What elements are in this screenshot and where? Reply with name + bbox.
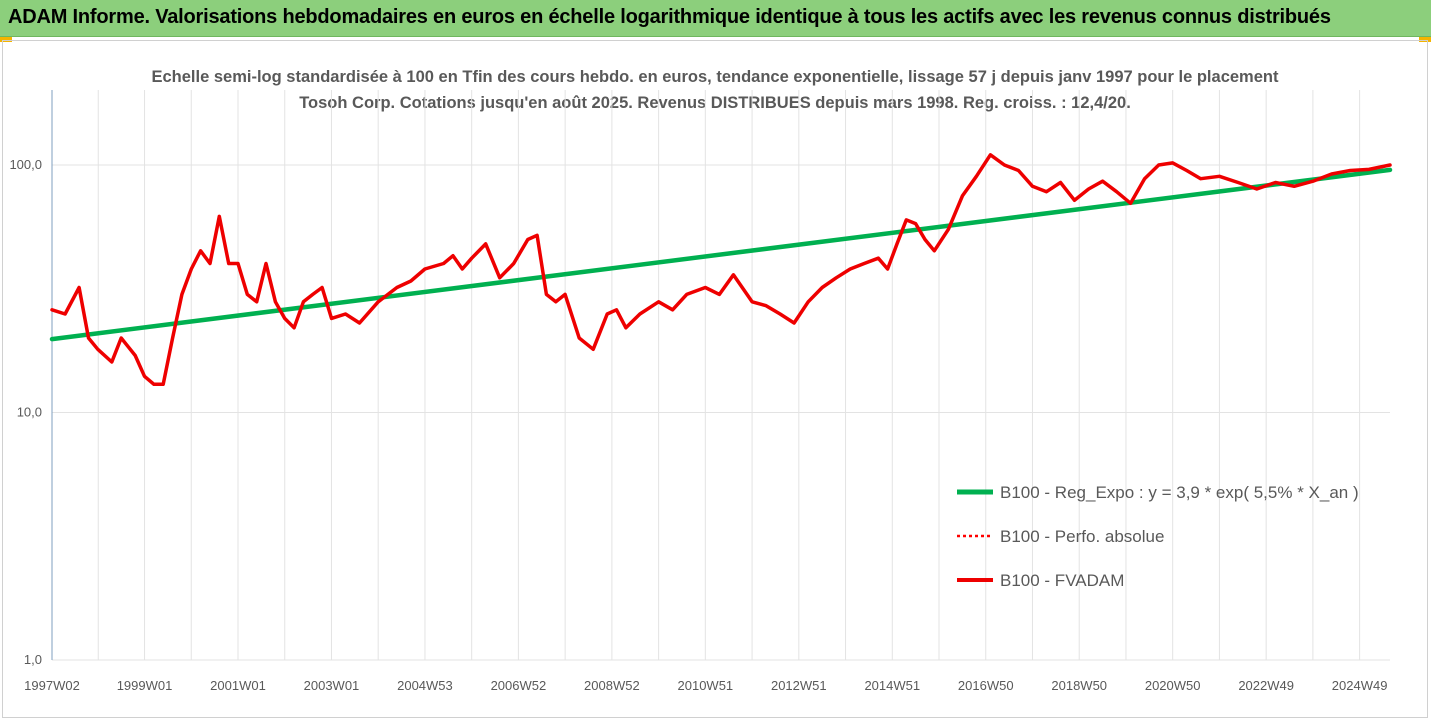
x-tick-label: 2020W50 [1145,678,1201,693]
x-tick-label: 2008W52 [584,678,640,693]
regression-line [49,167,1393,342]
perf-absolue-line [51,153,1391,386]
legend-entry: B100 - Perfo. absolue [1000,527,1164,546]
y-tick-label: 100,0 [9,157,42,172]
legend-entry: B100 - FVADAM [1000,571,1124,590]
x-tick-label: 1999W01 [117,678,173,693]
x-tick-label: 2004W53 [397,678,453,693]
gridlines [52,90,1390,661]
x-tick-label: 1997W02 [24,678,80,693]
x-tick-label: 2024W49 [1332,678,1388,693]
x-tick-label: 2003W01 [304,678,360,693]
corner-mark-right [1419,37,1431,42]
x-tick-label: 2014W51 [864,678,920,693]
series-lines [49,153,1393,387]
legend: B100 - Reg_Expo : y = 3,9 * exp( 5,5% * … [957,483,1359,590]
legend-entry: B100 - Reg_Expo : y = 3,9 * exp( 5,5% * … [1000,483,1359,502]
tick-labels: 100,0 10,0 1,0 1997W02 1999W01 2001W01 2003W01… [9,157,1387,693]
header-banner: ADAM Informe. Valorisations hebdomadaire… [0,0,1431,37]
y-tick-label: 10,0 [17,405,42,420]
page-title: ADAM Informe. Valorisations hebdomadaire… [8,6,1331,28]
x-tick-label: 2018W50 [1051,678,1107,693]
x-tick-label: 2010W51 [678,678,734,693]
chart-frame [2,40,1428,718]
x-tick-label: 2016W50 [958,678,1014,693]
x-tick-label: 2006W52 [491,678,547,693]
fvadam-line [50,153,1392,387]
y-tick-label: 1,0 [24,652,42,667]
chart-title: Echelle semi-log standardisée à 100 en T… [151,68,1279,112]
x-tick-label: 2001W01 [210,678,266,693]
x-tick-label: 2022W49 [1238,678,1294,693]
corner-mark-left [0,37,12,42]
x-tick-label: 2012W51 [771,678,827,693]
